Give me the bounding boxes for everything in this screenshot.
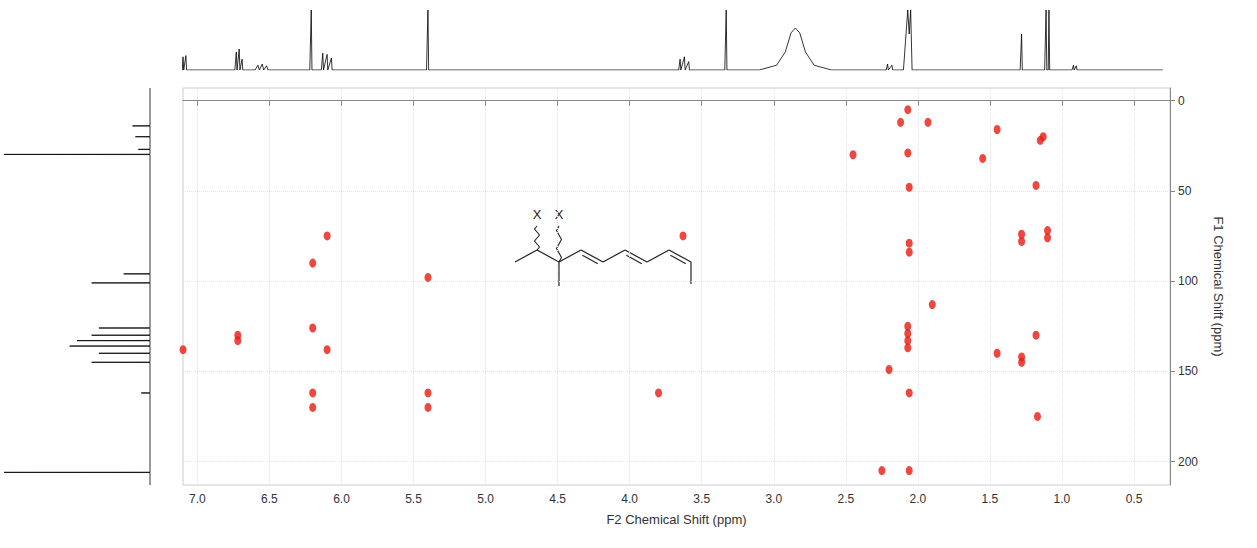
svg-text:1.0: 1.0	[1054, 492, 1071, 506]
svg-text:3.5: 3.5	[693, 492, 710, 506]
svg-text:50: 50	[1178, 184, 1192, 198]
svg-text:7.0: 7.0	[189, 492, 206, 506]
svg-text:3.0: 3.0	[765, 492, 782, 506]
svg-text:X: X	[555, 207, 564, 222]
svg-text:5.0: 5.0	[477, 492, 494, 506]
svg-text:5.5: 5.5	[405, 492, 422, 506]
svg-text:6.0: 6.0	[333, 492, 350, 506]
svg-text:0.5: 0.5	[1126, 492, 1143, 506]
svg-text:F1 Chemical Shift (ppm): F1 Chemical Shift (ppm)	[1211, 216, 1226, 356]
svg-text:1.5: 1.5	[982, 492, 999, 506]
svg-text:4.5: 4.5	[549, 492, 566, 506]
svg-text:F2 Chemical Shift (ppm): F2 Chemical Shift (ppm)	[606, 512, 746, 527]
svg-text:2.5: 2.5	[837, 492, 854, 506]
svg-text:0: 0	[1178, 94, 1185, 108]
svg-text:100: 100	[1178, 274, 1198, 288]
svg-text:200: 200	[1178, 455, 1198, 469]
svg-text:4.0: 4.0	[621, 492, 638, 506]
svg-text:150: 150	[1178, 364, 1198, 378]
svg-text:2.0: 2.0	[910, 492, 927, 506]
svg-text:6.5: 6.5	[261, 492, 278, 506]
svg-text:X: X	[533, 207, 542, 222]
